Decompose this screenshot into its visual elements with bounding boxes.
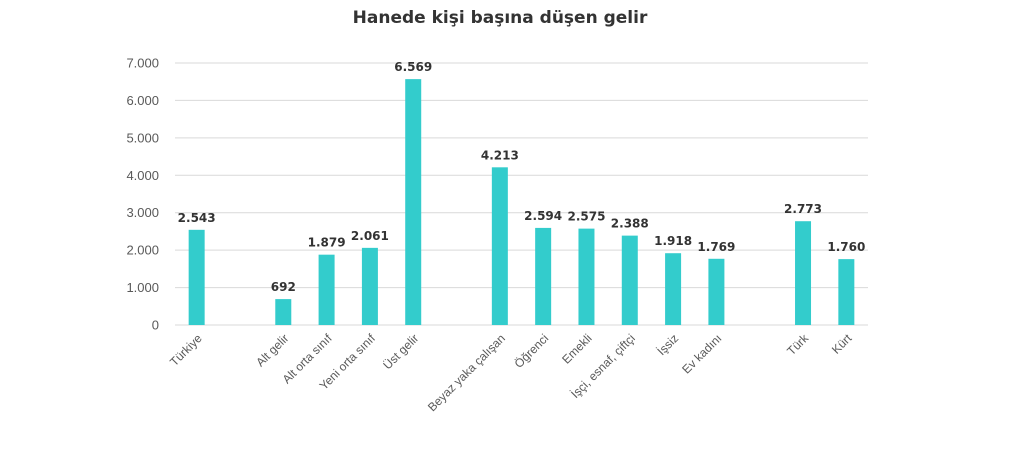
data-label: 6.569 <box>394 60 432 74</box>
data-label: 2.543 <box>178 211 216 225</box>
bar <box>578 228 595 325</box>
data-label: 692 <box>271 280 296 294</box>
x-tick-label: Alt gelir <box>253 331 291 369</box>
data-label: 4.213 <box>481 148 519 162</box>
bar <box>361 247 378 325</box>
data-label: 2.594 <box>524 209 562 223</box>
data-label: 2.575 <box>567 210 605 224</box>
bar <box>491 167 508 325</box>
x-tick-label: Türk <box>784 331 812 359</box>
x-tick-label: Emekli <box>559 331 594 366</box>
bar <box>188 229 205 325</box>
x-tick-label: Öğrenci <box>512 331 552 371</box>
bar <box>621 235 638 325</box>
bar <box>795 221 812 325</box>
bar <box>405 79 422 325</box>
bar <box>708 258 725 325</box>
x-tick-label: Kürt <box>829 331 855 357</box>
x-tick-label: Türkiye <box>167 331 205 369</box>
y-tick-label: 0 <box>152 318 159 333</box>
data-label: 1.769 <box>697 240 735 254</box>
data-label: 1.760 <box>827 240 865 254</box>
y-tick-label: 2.000 <box>126 243 159 258</box>
y-tick-label: 7.000 <box>126 56 159 71</box>
data-label: 2.061 <box>351 229 389 243</box>
chart-title: Hanede kişi başına düşen gelir <box>352 8 648 28</box>
bar <box>318 254 335 325</box>
data-label: 1.918 <box>654 234 692 248</box>
bar <box>535 227 552 325</box>
x-tick-label: Üst gelir <box>380 331 421 372</box>
y-tick-label: 1.000 <box>126 280 159 295</box>
data-label: 2.773 <box>784 202 822 216</box>
y-tick-label: 3.000 <box>126 205 159 220</box>
x-tick-label: İşsiz <box>654 331 681 358</box>
y-tick-label: 5.000 <box>126 130 159 145</box>
data-label: 2.388 <box>611 217 649 231</box>
y-tick-label: 4.000 <box>126 168 159 183</box>
data-label: 1.879 <box>308 236 346 250</box>
bar <box>275 299 292 325</box>
bar <box>665 253 682 325</box>
x-tick-label: Beyaz yaka çalışan <box>425 331 508 414</box>
bar <box>838 259 855 325</box>
y-tick-label: 6.000 <box>126 93 159 108</box>
x-tick-label: Ev kadını <box>679 331 724 376</box>
